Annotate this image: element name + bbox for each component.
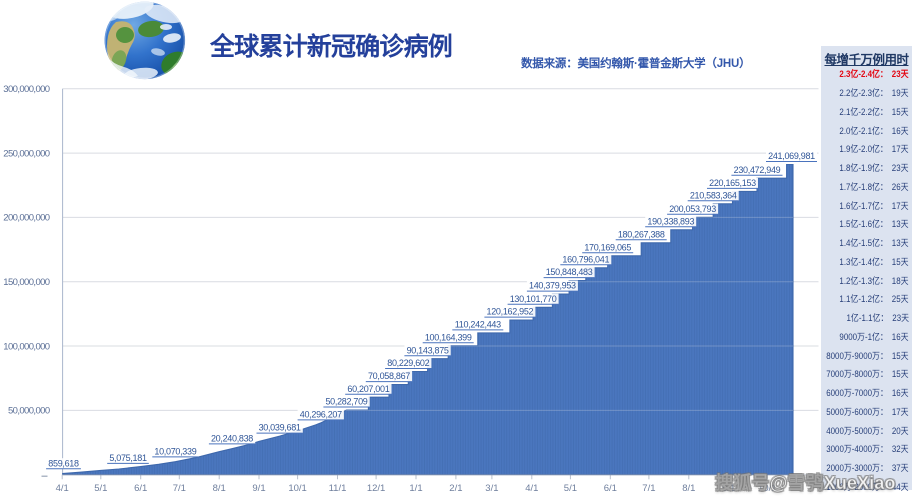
svg-text:20,240,838: 20,240,838 bbox=[211, 434, 253, 444]
svg-text:7/1: 7/1 bbox=[642, 483, 655, 494]
svg-text:130,101,770: 130,101,770 bbox=[510, 294, 557, 304]
svg-text:200,000,000: 200,000,000 bbox=[3, 213, 50, 224]
svg-text:150,848,483: 150,848,483 bbox=[546, 267, 593, 277]
svg-text:150,000,000: 150,000,000 bbox=[3, 277, 50, 288]
svg-text:6/1: 6/1 bbox=[604, 483, 617, 494]
svg-text:210,583,364: 210,583,364 bbox=[690, 190, 737, 200]
svg-text:8/1: 8/1 bbox=[682, 483, 695, 494]
svg-text:5/1: 5/1 bbox=[564, 483, 577, 494]
svg-text:250,000,000: 250,000,000 bbox=[3, 148, 50, 159]
svg-text:7/1: 7/1 bbox=[173, 483, 186, 494]
svg-text:40,296,207: 40,296,207 bbox=[300, 410, 342, 420]
svg-text:3/1: 3/1 bbox=[485, 483, 498, 494]
svg-text:4/1: 4/1 bbox=[525, 483, 538, 494]
svg-text:241,069,981: 241,069,981 bbox=[768, 151, 815, 161]
svg-text:6/1: 6/1 bbox=[134, 483, 147, 494]
svg-text:10,070,339: 10,070,339 bbox=[154, 447, 196, 457]
svg-text:220,165,153: 220,165,153 bbox=[709, 178, 756, 188]
svg-text:8/1: 8/1 bbox=[213, 483, 226, 494]
svg-text:110,242,443: 110,242,443 bbox=[455, 320, 501, 330]
svg-text:12/1: 12/1 bbox=[367, 483, 386, 494]
svg-text:80,229,602: 80,229,602 bbox=[387, 358, 429, 368]
svg-text:200,053,793: 200,053,793 bbox=[669, 204, 716, 214]
svg-text:11/1: 11/1 bbox=[329, 483, 347, 494]
svg-text:60,207,001: 60,207,001 bbox=[347, 384, 389, 394]
svg-text:9/1: 9/1 bbox=[722, 483, 735, 494]
svg-text:170,169,065: 170,169,065 bbox=[584, 242, 631, 252]
svg-text:230,472,949: 230,472,949 bbox=[734, 165, 781, 175]
svg-text:300,000,000: 300,000,000 bbox=[3, 84, 50, 95]
svg-text:120,162,952: 120,162,952 bbox=[487, 307, 534, 317]
svg-text:70,058,867: 70,058,867 bbox=[368, 371, 410, 381]
svg-text:100,164,399: 100,164,399 bbox=[425, 332, 472, 342]
svg-text:10/1: 10/1 bbox=[758, 483, 777, 494]
svg-text:50,000,000: 50,000,000 bbox=[8, 406, 50, 417]
svg-text:9/1: 9/1 bbox=[252, 483, 265, 494]
svg-text:5/1: 5/1 bbox=[94, 483, 107, 494]
svg-text:140,379,953: 140,379,953 bbox=[529, 281, 576, 291]
svg-text:4/1: 4/1 bbox=[56, 483, 69, 494]
svg-text:160,796,041: 160,796,041 bbox=[562, 254, 609, 264]
svg-text:10/1: 10/1 bbox=[288, 483, 307, 494]
svg-text:50,282,709: 50,282,709 bbox=[325, 397, 367, 407]
svg-text:859,618: 859,618 bbox=[48, 458, 79, 468]
svg-text:5,075,181: 5,075,181 bbox=[109, 453, 147, 463]
svg-text:90,143,875: 90,143,875 bbox=[407, 345, 449, 355]
svg-text:1/1: 1/1 bbox=[409, 483, 422, 494]
svg-text:30,039,681: 30,039,681 bbox=[259, 423, 301, 433]
svg-text:100,000,000: 100,000,000 bbox=[3, 341, 50, 352]
svg-text:180,267,388: 180,267,388 bbox=[618, 229, 665, 239]
svg-text:190,338,893: 190,338,893 bbox=[647, 216, 694, 226]
svg-text:2/1: 2/1 bbox=[449, 483, 462, 494]
